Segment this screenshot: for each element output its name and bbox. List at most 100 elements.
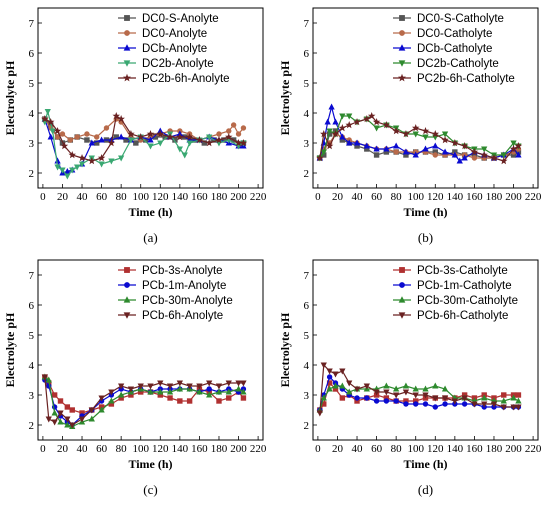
legend-marker	[124, 282, 130, 288]
y-tick-label: 6	[29, 300, 35, 312]
data-point	[166, 383, 174, 390]
y-tick-label: 6	[29, 48, 35, 60]
data-point	[98, 161, 105, 168]
x-tick-label: 100	[407, 443, 424, 455]
data-point	[206, 391, 213, 398]
data-point	[451, 139, 459, 147]
y-tick-label: 7	[29, 270, 35, 282]
data-point	[432, 395, 439, 402]
x-tick-label: 220	[250, 191, 267, 203]
data-point	[383, 145, 390, 152]
data-point	[103, 125, 110, 131]
data-point	[471, 155, 478, 161]
legend-marker	[399, 30, 405, 36]
data-point	[123, 137, 129, 143]
x-tick-label: 160	[191, 191, 208, 203]
data-point	[413, 401, 419, 407]
data-point	[64, 416, 71, 423]
data-point	[346, 380, 353, 387]
data-point	[176, 133, 184, 141]
y-tick-label: 2	[304, 420, 310, 432]
legend-marker	[123, 296, 131, 303]
data-point	[73, 164, 81, 171]
data-point	[345, 121, 353, 129]
legend-entry: PCb-6h-Catholyte	[393, 310, 508, 322]
panel-a: 0 20 40 60 80 100 120 140 160 180 200 220 2 3 4 5 6 7 Time…	[0, 0, 275, 252]
data-point	[403, 401, 409, 407]
data-point	[319, 130, 328, 138]
legend-marker	[399, 15, 405, 21]
data-point	[88, 415, 95, 422]
legend-label: PCb-1m-Catholyte	[417, 280, 512, 292]
x-tick-label: 40	[77, 443, 89, 455]
data-point	[354, 395, 360, 401]
data-point	[78, 161, 86, 168]
data-point	[500, 404, 507, 411]
data-point	[127, 137, 135, 144]
data-point	[510, 140, 517, 147]
data-point	[133, 140, 139, 146]
data-point	[225, 380, 232, 387]
x-axis-label: Time (h)	[403, 457, 447, 471]
data-point	[93, 134, 100, 140]
x-tick-label: 60	[96, 443, 108, 455]
y-axis-label: Electrolyte pH	[278, 312, 292, 387]
legend-label: DC0-S-Catholyte	[417, 13, 504, 25]
series-PCb-3s-Anolyte	[42, 374, 247, 416]
y-tick-label: 4	[304, 360, 310, 372]
data-point	[499, 157, 508, 165]
data-point	[240, 395, 247, 401]
data-point	[239, 139, 248, 147]
data-point	[363, 383, 370, 390]
data-point	[51, 419, 58, 426]
y-tick-label: 2	[29, 168, 35, 180]
data-point	[78, 416, 86, 423]
data-point	[432, 404, 438, 410]
panel-label: (c)	[143, 482, 157, 497]
data-point	[393, 149, 399, 155]
data-point	[470, 148, 479, 156]
legend-marker	[398, 60, 406, 67]
data-point	[108, 397, 115, 404]
x-tick-label: 120	[152, 191, 169, 203]
data-point	[441, 136, 449, 144]
legend-label: DC2b-Catholyte	[417, 58, 499, 70]
data-point	[206, 386, 212, 392]
data-point	[147, 388, 154, 395]
x-tick-label: 120	[427, 191, 444, 203]
data-point	[422, 385, 429, 392]
data-point	[363, 142, 370, 149]
data-point	[432, 382, 439, 389]
data-point	[113, 134, 119, 140]
legend-entry: DC0-Anolyte	[118, 28, 207, 40]
data-point	[461, 401, 468, 407]
data-point	[393, 142, 400, 149]
legend-label: PCb-6h-Catholyte	[417, 310, 508, 322]
data-point	[64, 404, 71, 410]
x-tick-label: 200	[505, 443, 522, 455]
y-tick-label: 4	[29, 108, 35, 120]
data-point	[157, 140, 164, 147]
data-point	[216, 131, 222, 137]
x-tick-label: 60	[371, 191, 383, 203]
legend-entry: PCb-1m-Anolyte	[118, 280, 226, 292]
data-point	[64, 173, 71, 180]
data-point	[240, 380, 247, 387]
legend-marker	[124, 30, 130, 36]
data-point	[185, 133, 194, 141]
data-point	[147, 136, 154, 143]
data-point	[326, 374, 333, 380]
x-tick-label: 20	[57, 191, 69, 203]
panel-label: (b)	[418, 230, 433, 245]
data-point	[84, 137, 90, 143]
data-point	[108, 158, 115, 165]
data-point	[235, 385, 242, 392]
data-point	[176, 146, 183, 153]
data-point	[44, 109, 51, 116]
data-point	[510, 404, 517, 411]
data-point	[176, 380, 183, 387]
x-tick-label: 40	[352, 191, 364, 203]
y-tick-label: 6	[304, 48, 310, 60]
x-tick-label: 80	[391, 443, 403, 455]
data-point	[127, 130, 135, 138]
